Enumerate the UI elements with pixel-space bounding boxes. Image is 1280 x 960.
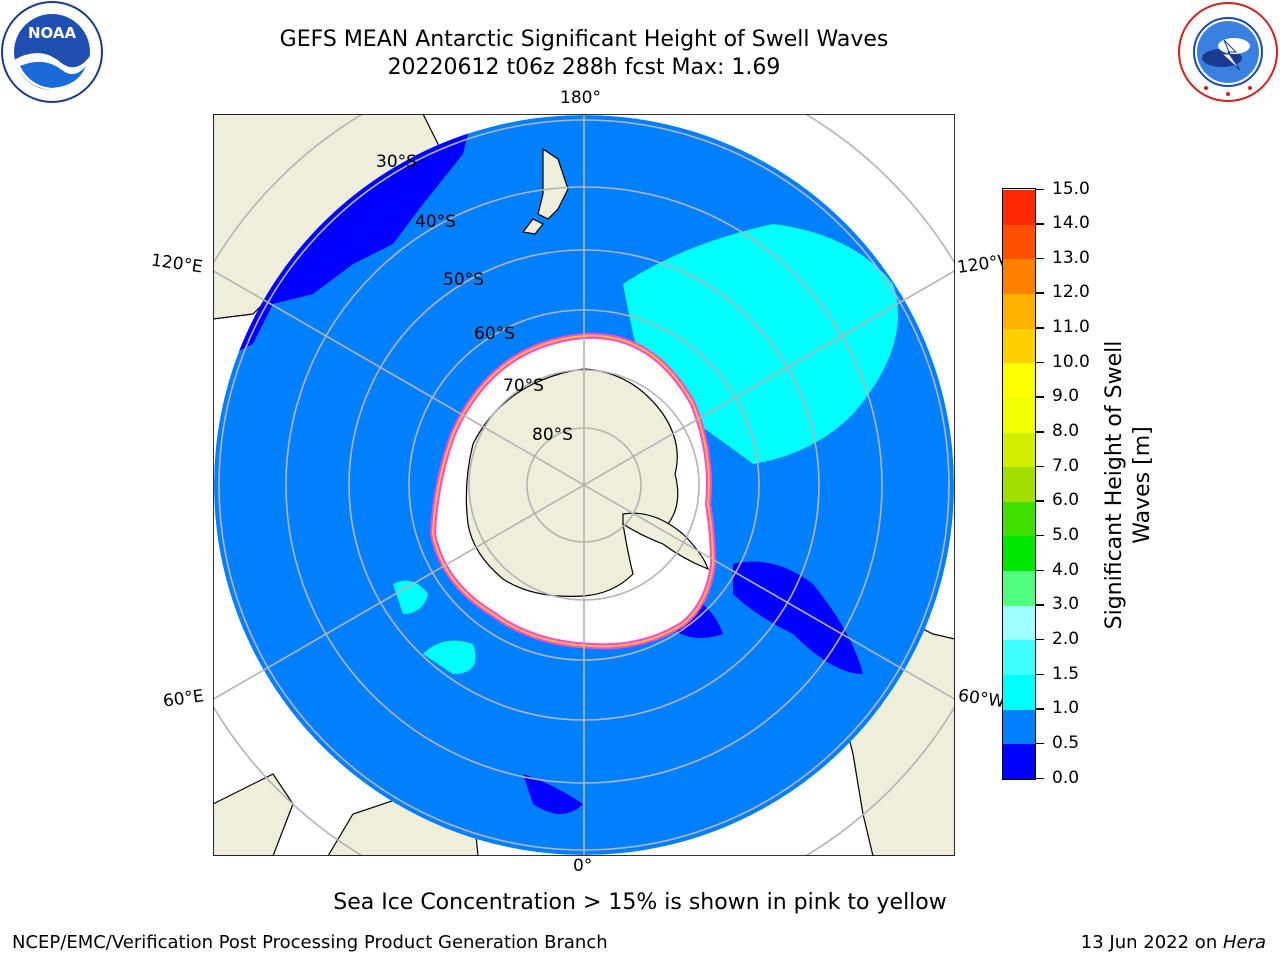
colorbar-tick-label: 0.0 xyxy=(1052,767,1080,788)
noaa-logo-text: NOAA xyxy=(28,24,77,42)
colorbar-segment xyxy=(1003,709,1035,745)
lon-label-60e: 60°E xyxy=(161,686,206,712)
colorbar-segment xyxy=(1003,639,1035,676)
footer-date: 13 Jun 2022 on Hera xyxy=(1081,932,1266,953)
chart-subtitle: 20220612 t06z 288h fcst Max: 1.69 xyxy=(387,55,781,80)
colorbar-segment xyxy=(1003,224,1035,260)
colorbar-tick-label: 3.0 xyxy=(1052,594,1080,615)
footer-date-text: 13 Jun 2022 on xyxy=(1080,932,1223,953)
colorbar-segment xyxy=(1003,535,1035,572)
colorbar-segment xyxy=(1003,328,1035,364)
sea-ice-note: Sea Ice Concentration > 15% is shown in … xyxy=(333,890,947,915)
lon-label-120e: 120°E xyxy=(149,250,204,278)
colorbar-tick-label: 13.0 xyxy=(1052,247,1090,268)
colorbar-tick-label: 7.0 xyxy=(1052,455,1080,476)
lat-label-30s: 30°S xyxy=(376,152,417,172)
colorbar-tick-label: 9.0 xyxy=(1052,386,1080,407)
colorbar-segment xyxy=(1003,362,1035,398)
antarctica-land xyxy=(465,368,679,597)
lat-label-80s: 80°S xyxy=(532,425,573,445)
graticule xyxy=(213,114,955,856)
lon-label-180: 180° xyxy=(560,88,601,108)
noaa-logo: NOAA xyxy=(1,1,103,103)
colorbar-tick-label: 4.0 xyxy=(1052,559,1080,580)
footer-machine: Hera xyxy=(1222,932,1266,953)
colorbar-segment xyxy=(1003,189,1035,225)
colorbar-tick-label: 6.0 xyxy=(1052,490,1080,511)
colorbar-tick-label: 5.0 xyxy=(1052,524,1080,545)
colorbar-tick-label: 15.0 xyxy=(1052,178,1090,199)
low-swell-region xyxy=(233,115,473,354)
colorbar-tick-label: 14.0 xyxy=(1052,213,1090,234)
colorbar-tick-label: 11.0 xyxy=(1052,317,1090,338)
lat-label-60s: 60°S xyxy=(474,324,515,344)
footer-credit: NCEP/EMC/Verification Post Processing Pr… xyxy=(12,932,608,953)
colorbar xyxy=(1002,188,1036,780)
colorbar-tick-label: 10.0 xyxy=(1052,351,1090,372)
antarctic-peninsula-land xyxy=(622,512,709,571)
lat-label-50s: 50°S xyxy=(443,270,484,290)
chart-title: GEFS MEAN Antarctic Significant Height o… xyxy=(279,27,889,52)
colorbar-segment xyxy=(1003,397,1035,433)
new-zealand-land xyxy=(537,147,569,220)
polar-map xyxy=(213,114,955,856)
colorbar-segment xyxy=(1003,466,1035,502)
colorbar-segment xyxy=(1003,258,1035,294)
africa-land xyxy=(213,773,294,856)
lat-label-70s: 70°S xyxy=(503,376,544,396)
colorbar-segment xyxy=(1003,605,1035,641)
lon-label-60w: 60°W xyxy=(956,685,1007,713)
colorbar-tick-label: 8.0 xyxy=(1052,421,1080,442)
colorbar-segment xyxy=(1003,674,1035,710)
colorbar-tick-label: 1.0 xyxy=(1052,698,1080,719)
colorbar-segment xyxy=(1003,293,1035,329)
colorbar-label: Significant Height of Swell Waves [m] xyxy=(1102,340,1155,630)
lon-label-0: 0° xyxy=(573,856,593,876)
colorbar-tick-label: 12.0 xyxy=(1052,282,1090,303)
colorbar-segment xyxy=(1003,570,1035,606)
colorbar-segment xyxy=(1003,432,1035,468)
nws-logo xyxy=(1178,2,1278,102)
lat-label-40s: 40°S xyxy=(415,212,456,232)
colorbar-tick-label: 2.0 xyxy=(1052,628,1080,649)
colorbar-tick-label: 1.5 xyxy=(1052,663,1080,684)
colorbar-tick-label: 0.5 xyxy=(1052,732,1080,753)
colorbar-segment xyxy=(1003,501,1035,537)
colorbar-segment xyxy=(1003,743,1035,779)
